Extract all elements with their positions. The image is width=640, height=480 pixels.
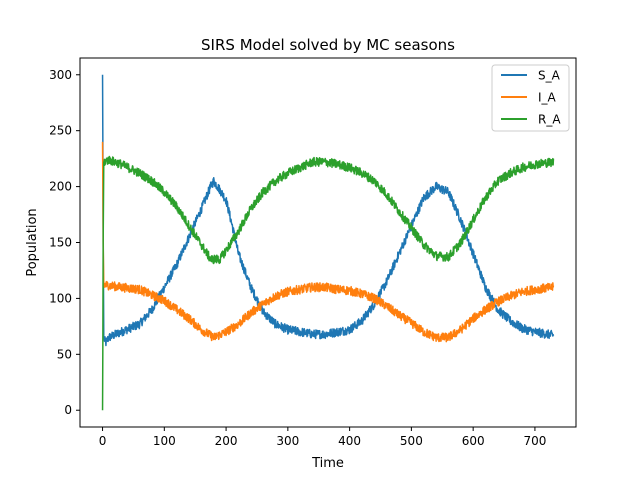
y-tick-label: 0 (64, 403, 72, 417)
y-tick-label: 200 (49, 180, 72, 194)
y-tick-label: 100 (49, 291, 72, 305)
legend-label: R_A (538, 113, 561, 127)
x-tick-label: 0 (99, 434, 107, 448)
x-axis: 0 100 200 300 400 500 600 700 (99, 427, 546, 448)
series-layer (101, 74, 555, 411)
x-tick-label: 600 (462, 434, 485, 448)
x-tick-label: 700 (523, 434, 546, 448)
y-axis: 0 50 100 150 200 250 300 (49, 68, 80, 417)
x-tick-label: 200 (215, 434, 238, 448)
x-tick-label: 500 (400, 434, 423, 448)
series-line-i-a (101, 141, 555, 343)
legend-label: S_A (538, 69, 561, 83)
legend: S_A I_A R_A (491, 64, 570, 132)
y-tick-label: 150 (49, 236, 72, 250)
x-axis-label: Time (311, 456, 344, 471)
y-tick-label: 50 (57, 347, 72, 361)
x-tick-label: 300 (276, 434, 299, 448)
series-line-r-a (101, 155, 555, 411)
y-tick-label: 300 (49, 68, 72, 82)
x-tick-label: 400 (338, 434, 361, 448)
y-tick-label: 250 (49, 124, 72, 138)
legend-box (491, 64, 570, 132)
y-axis-label: Population (25, 208, 40, 276)
series-line-s-a (101, 74, 555, 347)
x-tick-label: 100 (153, 434, 176, 448)
chart-title: SIRS Model solved by MC seasons (201, 36, 455, 54)
legend-label: I_A (538, 91, 557, 105)
